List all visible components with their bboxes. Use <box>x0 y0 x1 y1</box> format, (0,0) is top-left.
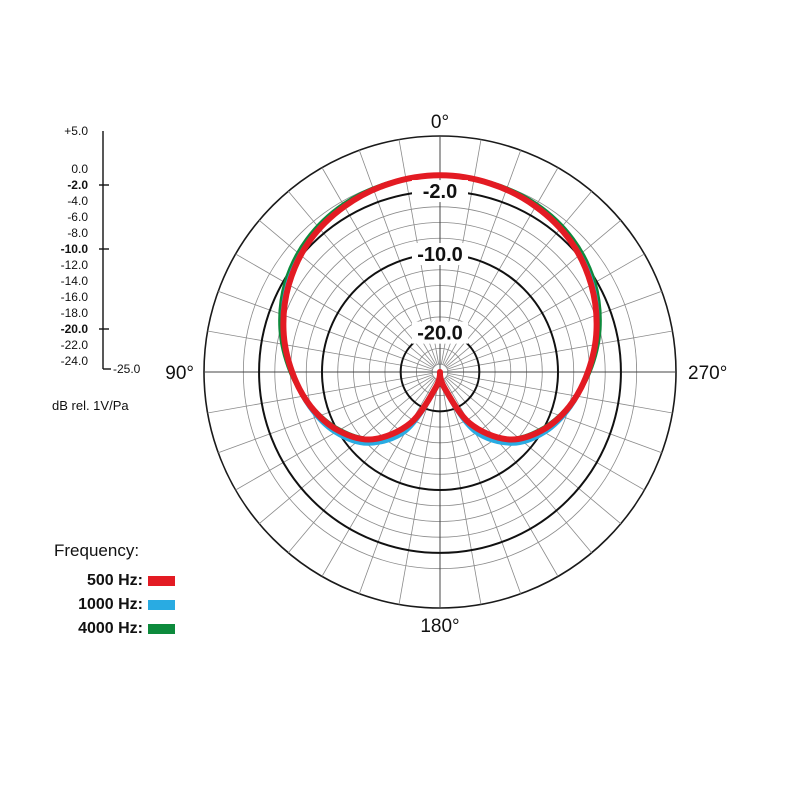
ring-label-bg <box>412 243 468 265</box>
grid-spoke <box>447 374 662 454</box>
scale-label: -25.0 <box>113 362 141 376</box>
scale-label: -16.0 <box>61 290 89 304</box>
scale-label: -24.0 <box>61 354 89 368</box>
grid-spoke <box>287 377 436 554</box>
db-scale: +5.0 0.0 -2.0 -4.0 -6.0 -8.0 -10.0 -12.0 -14.0 -1… <box>52 124 141 413</box>
grid-spoke <box>440 379 482 605</box>
angle-labels: 0° 90° 180° 270° <box>165 112 727 637</box>
unit-label: dB rel. 1V/Pa <box>52 398 129 413</box>
grid-spoke <box>358 379 438 594</box>
polar-curve-500hz <box>280 172 600 443</box>
legend-title: Frequency: <box>54 541 139 560</box>
grid-spoke <box>218 290 433 370</box>
grid-spoke <box>445 219 622 368</box>
grid-spoke <box>445 376 622 525</box>
legend-swatch <box>148 624 175 634</box>
grid-spoke <box>258 376 435 525</box>
grid-spoke <box>218 374 433 454</box>
angle-label-0: 0° <box>431 112 449 133</box>
scale-label: +5.0 <box>64 124 88 138</box>
legend-label: 500 Hz: <box>87 572 143 589</box>
ring-label-bg <box>412 180 468 203</box>
scale-label: -8.0 <box>67 226 88 240</box>
grid-spoke <box>442 379 522 594</box>
scale-label: -6.0 <box>67 210 88 224</box>
scale-label: -10.0 <box>61 242 89 256</box>
scale-label: 0.0 <box>71 162 88 176</box>
polar-curves <box>278 172 602 446</box>
ring-label: -2.0 <box>423 181 457 203</box>
legend-label: 4000 Hz: <box>78 620 143 637</box>
grid-spoke <box>444 377 593 554</box>
legend: Frequency: 500 Hz: 1000 Hz: 4000 Hz: <box>54 541 175 637</box>
ring-label: -10.0 <box>417 244 463 266</box>
angle-label-270: 270° <box>688 363 727 384</box>
grid-spoke <box>207 372 433 414</box>
grid-spoke <box>444 190 593 367</box>
scale-label: -18.0 <box>61 306 89 320</box>
scale-label: -12.0 <box>61 258 89 272</box>
grid-spoke <box>447 372 673 414</box>
ring-label-bg <box>412 321 468 344</box>
grid-spoke <box>235 253 434 369</box>
grid-spoke <box>446 253 645 369</box>
scale-label: -20.0 <box>61 322 89 336</box>
legend-swatch <box>148 600 175 610</box>
grid-spoke <box>258 219 435 368</box>
angle-label-180: 180° <box>420 616 459 637</box>
ring-label: -20.0 <box>417 323 463 345</box>
legend-swatch <box>148 576 175 586</box>
grid-spoke <box>398 379 440 605</box>
polar-grid <box>203 135 677 609</box>
scale-label: -2.0 <box>67 178 88 192</box>
scale-label: -4.0 <box>67 194 88 208</box>
grid-spoke <box>447 330 673 372</box>
scale-label: -22.0 <box>61 338 89 352</box>
angle-label-90: 90° <box>165 363 194 384</box>
scale-label: -14.0 <box>61 274 89 288</box>
ring-labels: -2.0 -10.0 -20.0 <box>412 180 468 345</box>
legend-label: 1000 Hz: <box>78 596 143 613</box>
grid-spoke <box>287 190 436 367</box>
grid-spoke <box>447 290 662 370</box>
grid-spoke <box>207 330 433 372</box>
